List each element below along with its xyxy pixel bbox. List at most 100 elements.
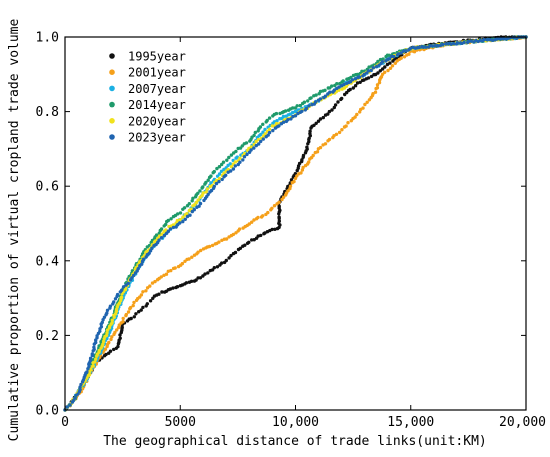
y-axis-label: Cumulative proportion of virtual croplan… (7, 19, 22, 442)
data-point (134, 312, 138, 316)
data-point (254, 139, 258, 144)
data-point (306, 99, 310, 103)
data-point (209, 174, 213, 178)
x-axis-label: The geographical distance of trade links… (103, 434, 487, 449)
data-point (132, 273, 136, 278)
data-point (150, 281, 155, 285)
data-point (392, 54, 396, 59)
data-point (300, 109, 304, 114)
data-point (191, 196, 195, 200)
data-point (231, 167, 236, 171)
data-point (215, 174, 220, 178)
data-point (316, 119, 321, 123)
data-point (371, 66, 375, 70)
data-point (327, 137, 332, 142)
x-tick-label: 5000 (165, 415, 196, 430)
data-point (196, 198, 200, 202)
data-point (109, 337, 113, 342)
data-point (228, 162, 232, 166)
data-point (160, 290, 164, 294)
data-point (502, 37, 506, 41)
data-point (227, 155, 231, 160)
y-tick-label: 0.8 (36, 105, 59, 120)
data-point (204, 180, 208, 185)
data-point (281, 120, 286, 124)
data-point (256, 215, 260, 220)
data-point (137, 310, 141, 314)
data-point (323, 94, 328, 98)
data-point (274, 111, 279, 116)
data-point (293, 114, 298, 118)
data-point (190, 255, 194, 259)
legend-marker (109, 69, 115, 75)
data-point (408, 46, 413, 50)
data-point (295, 104, 299, 108)
legend-marker (109, 134, 115, 140)
legend-label: 1995year (128, 50, 186, 64)
data-point (390, 64, 395, 68)
x-tick-label: 10,000 (272, 415, 319, 430)
data-point (198, 276, 203, 280)
data-point (173, 266, 177, 270)
data-point (358, 80, 362, 85)
data-point (307, 160, 311, 164)
data-point (250, 220, 254, 224)
data-point (164, 272, 169, 276)
y-tick-label: 1.0 (36, 31, 59, 46)
data-point (247, 222, 251, 226)
data-point (110, 318, 115, 322)
data-point (301, 165, 305, 170)
legend-item: 2014year (109, 98, 186, 112)
legend-item: 2007year (109, 82, 186, 96)
data-point (229, 253, 233, 258)
data-point (393, 61, 397, 65)
data-point (99, 325, 104, 329)
data-point (220, 162, 224, 167)
data-point (366, 76, 371, 80)
data-point (212, 169, 216, 174)
data-point (495, 37, 500, 41)
data-point (175, 218, 180, 223)
data-point (353, 77, 358, 81)
data-point (92, 345, 96, 349)
data-point (198, 189, 202, 193)
data-point (374, 65, 379, 69)
data-point (266, 210, 270, 215)
data-point (231, 232, 236, 237)
data-point (205, 187, 210, 191)
data-point (274, 121, 279, 126)
data-point (335, 82, 339, 86)
y-tick-label: 0.2 (36, 329, 59, 344)
data-point (258, 125, 263, 129)
data-point (469, 39, 474, 43)
data-point (181, 219, 185, 224)
data-point (221, 160, 226, 164)
x-tick-label: 20,000 (499, 415, 546, 430)
data-point (353, 115, 357, 119)
data-point (318, 117, 323, 121)
data-point (337, 85, 341, 89)
data-point (355, 72, 360, 77)
y-tick-label: 0.0 (36, 404, 59, 419)
data-point (237, 227, 242, 231)
data-point (363, 102, 367, 107)
data-point (467, 39, 471, 44)
data-point (315, 150, 320, 154)
data-point (433, 44, 437, 48)
data-point (323, 88, 327, 93)
data-point (462, 40, 466, 45)
data-point (108, 349, 113, 353)
data-point (229, 153, 234, 157)
data-point (145, 249, 149, 253)
data-point (334, 132, 339, 136)
y-axis: 0.0 0.2 0.4 0.6 0.8 1.0 (36, 31, 526, 419)
legend-label: 2007year (128, 82, 186, 96)
data-point (318, 97, 323, 101)
data-point (376, 59, 380, 64)
data-point (116, 344, 120, 349)
data-point (206, 178, 210, 182)
data-point (348, 87, 352, 92)
data-point (183, 217, 187, 221)
data-point (206, 271, 210, 275)
data-point (252, 146, 256, 150)
